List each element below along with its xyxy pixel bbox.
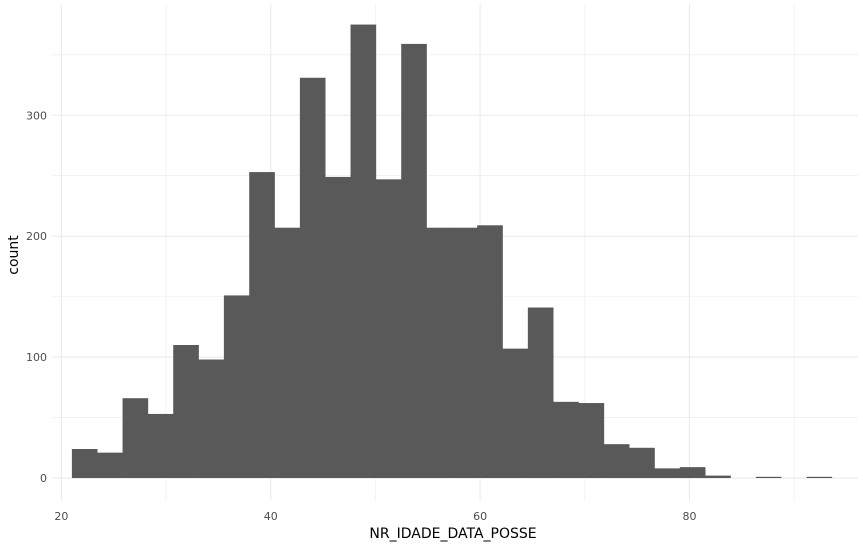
- histogram-bar: [477, 225, 503, 479]
- histogram-bar: [249, 172, 275, 479]
- histogram-bar: [705, 475, 731, 479]
- histogram-bar: [426, 227, 453, 479]
- x-axis-title: NR_IDADE_DATA_POSSE: [369, 526, 536, 542]
- histogram-bar: [553, 401, 579, 479]
- x-tick-labels: 20 40 60 80: [54, 510, 696, 523]
- histogram-bar: [527, 307, 554, 479]
- histogram-bar: [375, 179, 402, 479]
- histogram-bar: [679, 467, 706, 479]
- y-tick-labels: 0 100 200 300: [26, 109, 47, 485]
- y-tick-label: 200: [26, 230, 47, 243]
- y-tick-label: 300: [26, 109, 47, 122]
- histogram-bar: [97, 452, 123, 479]
- histogram-bar: [198, 359, 225, 479]
- x-tick-label: 20: [54, 510, 68, 523]
- y-tick-label: 0: [40, 472, 47, 485]
- bars: [71, 24, 833, 479]
- histogram-bar: [147, 413, 174, 479]
- x-tick-label: 40: [264, 510, 278, 523]
- histogram-bar: [350, 24, 377, 479]
- histogram-bar: [401, 43, 427, 479]
- histogram-bar: [603, 444, 630, 479]
- y-tick-label: 100: [26, 351, 47, 364]
- histogram-bar: [451, 227, 478, 479]
- histogram-bar: [223, 295, 250, 479]
- histogram-bar: [502, 348, 529, 479]
- histogram-bar: [173, 345, 199, 479]
- histogram-bar: [578, 403, 605, 479]
- histogram-bar: [654, 468, 681, 479]
- histogram-bar: [755, 476, 782, 479]
- histogram-bar: [122, 398, 149, 479]
- histogram-bar: [299, 77, 326, 479]
- histogram-bar: [806, 476, 833, 479]
- x-tick-label: 60: [473, 510, 487, 523]
- histogram-bar: [325, 176, 351, 479]
- x-tick-label: 80: [682, 510, 696, 523]
- histogram-bar: [71, 449, 98, 479]
- histogram-bar: [274, 227, 301, 479]
- histogram-bar: [629, 447, 655, 479]
- y-axis-title: count: [6, 235, 22, 275]
